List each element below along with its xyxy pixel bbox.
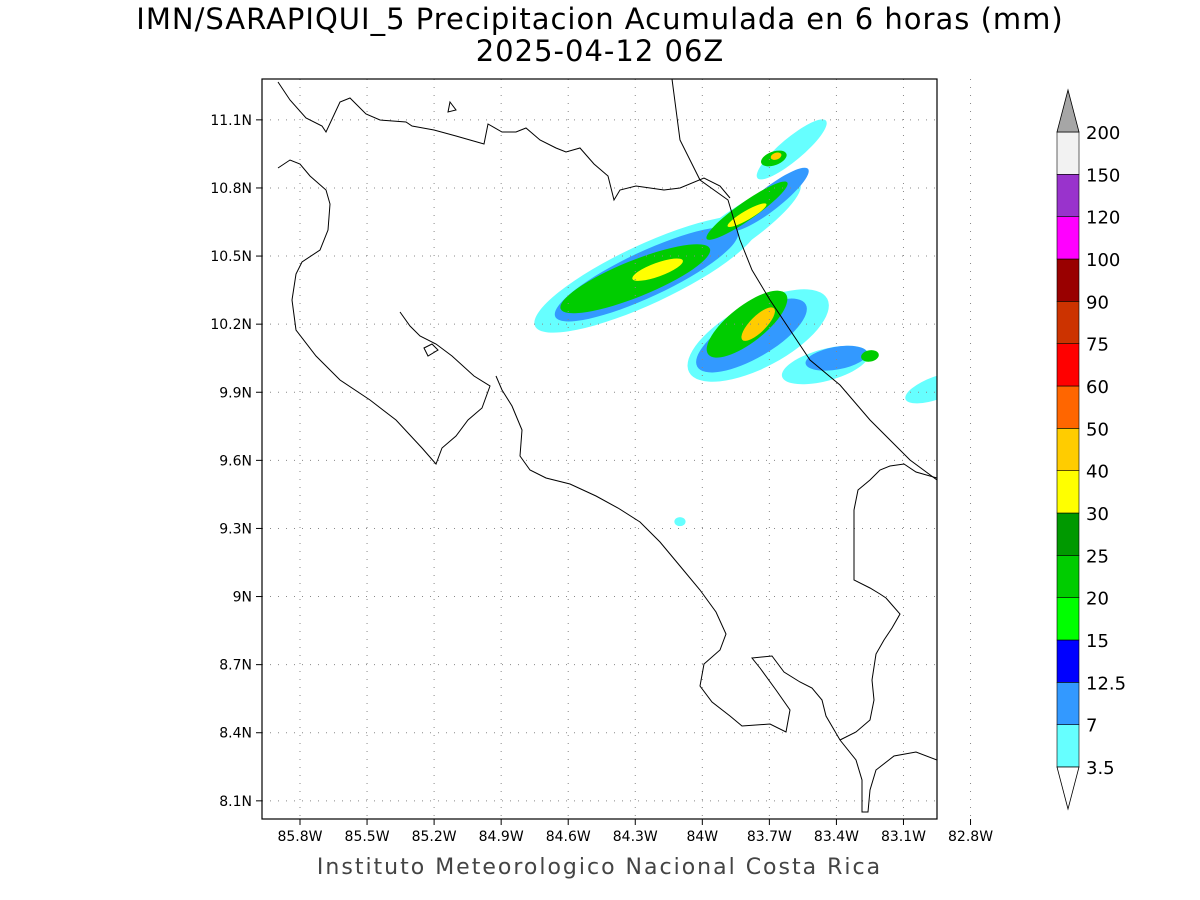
lon-tick-label: 85.8W — [277, 829, 322, 845]
precip-cell-14 — [861, 350, 879, 362]
colorbar-swatch — [1056, 258, 1080, 302]
lat-tick-label: 9.6N — [219, 453, 252, 469]
lat-tick-label: 10.5N — [210, 249, 252, 265]
colorbar: 3.5 7 12.5 15 20 25 30 40 50 60 75 90 100 120 150 200 — [1056, 88, 1126, 811]
colorbar-label: 150 — [1086, 165, 1120, 186]
lat-tick-label: 9.9N — [219, 385, 252, 401]
lat-tick-label: 9N — [233, 590, 252, 606]
lon-tick-label: 82.8W — [948, 829, 993, 845]
colorbar-swatch — [1056, 428, 1080, 471]
nicoya-island — [423, 343, 439, 357]
colorbar-swatch — [1056, 174, 1080, 217]
lon-tick-label: 85.2W — [412, 829, 457, 845]
colorbar-label: 12.5 — [1086, 673, 1126, 694]
colorbar-swatch — [1056, 216, 1080, 260]
colorbar-label: 60 — [1086, 377, 1109, 398]
colorbar-label: 40 — [1086, 462, 1109, 483]
colorbar-label: 20 — [1086, 589, 1109, 610]
lon-tick-label: 84W — [686, 829, 718, 845]
colorbar-swatch — [1056, 385, 1080, 429]
colorbar-swatch — [1056, 724, 1080, 768]
pacific-coast — [277, 159, 491, 465]
colorbar-under-arrow — [1056, 766, 1080, 811]
colorbar-swatch — [1056, 343, 1080, 387]
colorbar-swatch — [1056, 682, 1080, 725]
chart-title: IMN/SARAPIQUI_5 Precipitacion Acumulada … — [136, 2, 1064, 36]
lat-tick-label: 8.1N — [219, 794, 252, 810]
lat-tick-label: 10.2N — [210, 317, 252, 333]
precip-cell-15 — [941, 388, 954, 397]
northern-border — [277, 81, 731, 202]
colorbar-label: 120 — [1086, 208, 1120, 229]
credit-text: Instituto Meteorologico Nacional Costa R… — [316, 855, 883, 880]
map-frame — [261, 78, 938, 820]
colorbar-label: 25 — [1086, 546, 1109, 567]
lat-tick-label: 8.7N — [219, 658, 252, 674]
precip-cell-19 — [770, 152, 782, 160]
precip-cell-16 — [632, 258, 683, 281]
colorbar-over-arrow — [1056, 88, 1080, 133]
colorbar-label: 200 — [1086, 123, 1120, 144]
colorbar-label: 7 — [1086, 716, 1097, 737]
colorbar-label: 15 — [1086, 631, 1109, 652]
colorbar-swatch — [1056, 512, 1080, 556]
colorbar-swatch — [1056, 301, 1080, 344]
colorbar-swatch — [1056, 639, 1080, 683]
lon-tick-label: 84.6W — [546, 829, 591, 845]
lon-tick-label: 83.4W — [814, 829, 859, 845]
precip-cell-20 — [674, 517, 686, 527]
colorbar-label: 50 — [1086, 419, 1109, 440]
colorbar-label: 100 — [1086, 250, 1120, 271]
coastline-borders — [277, 79, 937, 813]
colorbar-label: 30 — [1086, 504, 1109, 525]
lat-lon-grid — [262, 79, 972, 819]
panama-border — [839, 463, 937, 741]
precip-cell-18 — [727, 203, 767, 228]
colorbar-label: 75 — [1086, 335, 1109, 356]
lon-tick-label: 84.9W — [479, 829, 524, 845]
colorbar-swatch — [1056, 555, 1080, 598]
axis-ticks: 85.8W 85.5W 85.2W 84.9W 84.6W 84.3W 84W 83.7W 83… — [210, 113, 993, 845]
colorbar-swatch — [1056, 131, 1080, 175]
colorbar-label: 90 — [1086, 292, 1109, 313]
lat-tick-label: 9.3N — [219, 521, 252, 537]
colorbar-swatch — [1056, 470, 1080, 514]
lon-tick-label: 85.5W — [345, 829, 390, 845]
lake-islet — [447, 100, 457, 113]
lon-tick-label: 84.3W — [613, 829, 658, 845]
caribbean-coast — [671, 79, 937, 481]
lat-tick-label: 10.8N — [210, 181, 252, 197]
precip-cell-11 — [706, 290, 788, 358]
lon-tick-label: 83.1W — [881, 829, 926, 845]
colorbar-swatch — [1056, 597, 1080, 641]
lat-tick-label: 8.4N — [219, 726, 252, 742]
lon-tick-label: 83.7W — [747, 829, 792, 845]
gulf-coast — [495, 375, 937, 813]
chart-subtitle-date: 2025-04-12 06Z — [475, 34, 725, 68]
lat-tick-label: 11.1N — [210, 113, 252, 129]
precip-cell-8 — [805, 345, 868, 371]
colorbar-label: 3.5 — [1086, 758, 1115, 779]
